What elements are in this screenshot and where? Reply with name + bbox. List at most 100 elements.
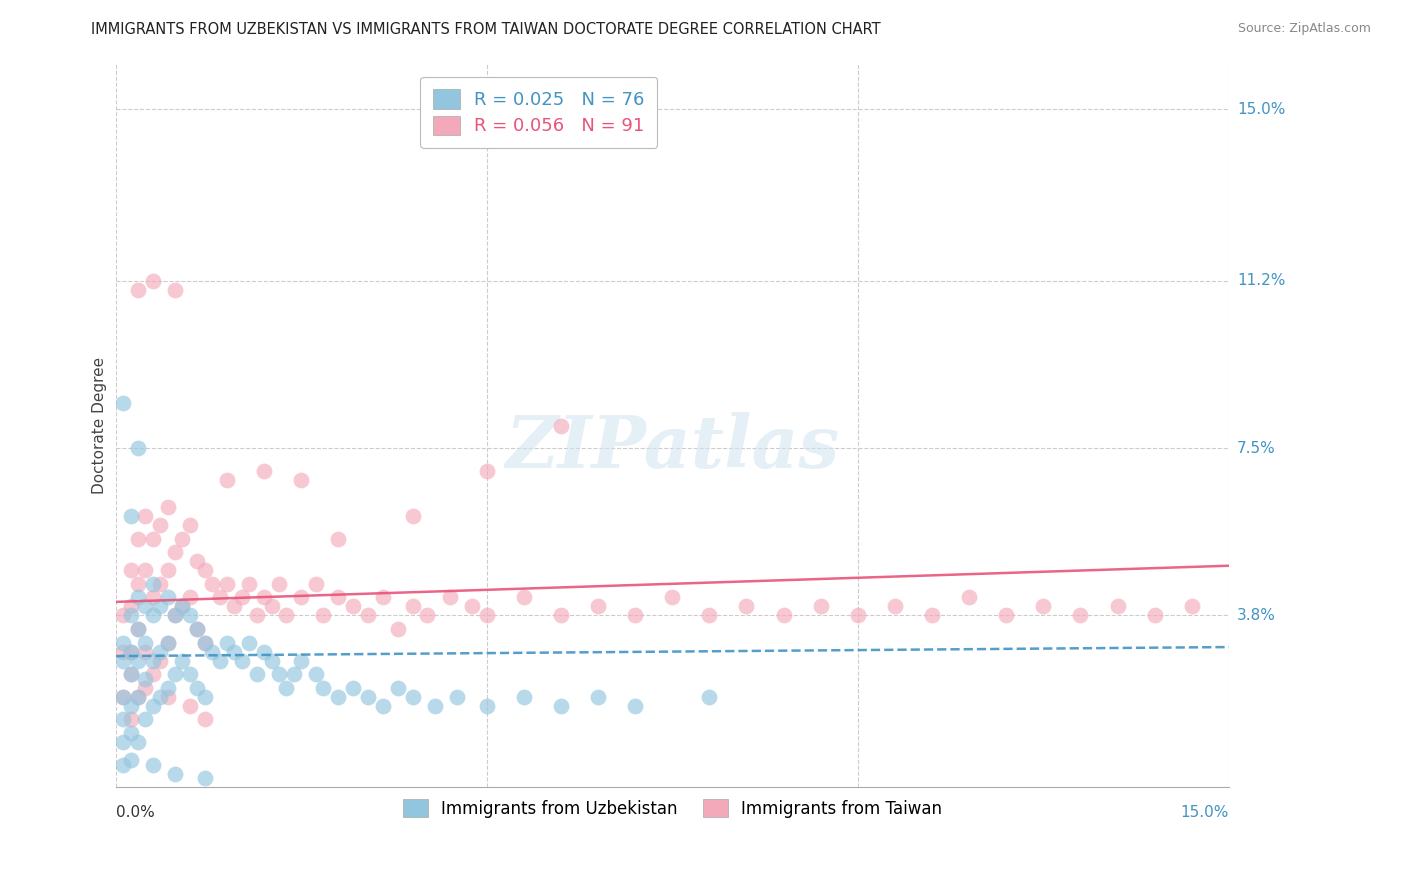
Immigrants from Taiwan	[735, 599, 758, 614]
Immigrants from Uzbekistan	[163, 766, 186, 780]
Immigrants from Uzbekistan	[312, 681, 335, 695]
Immigrants from Taiwan	[163, 283, 186, 297]
Immigrants from Uzbekistan	[120, 608, 142, 623]
Immigrants from Taiwan	[186, 622, 208, 636]
Immigrants from Uzbekistan	[120, 667, 142, 681]
Immigrants from Uzbekistan	[163, 667, 186, 681]
Immigrants from Taiwan	[142, 274, 165, 288]
Immigrants from Taiwan	[134, 681, 156, 695]
Immigrants from Uzbekistan	[186, 622, 208, 636]
Immigrants from Uzbekistan	[134, 712, 156, 726]
Immigrants from Taiwan	[149, 576, 172, 591]
Immigrants from Uzbekistan	[276, 681, 298, 695]
Immigrants from Taiwan	[1107, 599, 1129, 614]
Immigrants from Uzbekistan	[290, 654, 312, 668]
Immigrants from Taiwan	[156, 500, 179, 514]
Immigrants from Uzbekistan	[120, 644, 142, 658]
Immigrants from Taiwan	[149, 518, 172, 533]
Immigrants from Uzbekistan	[156, 681, 179, 695]
Immigrants from Taiwan	[231, 591, 253, 605]
Immigrants from Taiwan	[1069, 608, 1091, 623]
Immigrants from Uzbekistan	[224, 644, 246, 658]
Immigrants from Taiwan	[342, 599, 364, 614]
Immigrants from Uzbekistan	[231, 654, 253, 668]
Immigrants from Taiwan	[120, 712, 142, 726]
Immigrants from Taiwan	[921, 608, 943, 623]
Immigrants from Uzbekistan	[475, 698, 498, 713]
Immigrants from Uzbekistan	[699, 690, 721, 704]
Immigrants from Uzbekistan	[260, 654, 283, 668]
Immigrants from Uzbekistan	[112, 690, 135, 704]
Immigrants from Taiwan	[253, 464, 276, 478]
Immigrants from Uzbekistan	[120, 698, 142, 713]
Immigrants from Uzbekistan	[142, 698, 165, 713]
Immigrants from Uzbekistan	[112, 712, 135, 726]
Text: 0.0%: 0.0%	[115, 805, 155, 821]
Immigrants from Taiwan	[179, 698, 201, 713]
Immigrants from Taiwan	[550, 418, 572, 433]
Immigrants from Taiwan	[194, 635, 217, 649]
Immigrants from Taiwan	[401, 508, 423, 523]
Immigrants from Uzbekistan	[253, 644, 276, 658]
Immigrants from Uzbekistan	[342, 681, 364, 695]
Immigrants from Taiwan	[312, 608, 335, 623]
Immigrants from Taiwan	[328, 532, 350, 546]
Immigrants from Taiwan	[127, 622, 149, 636]
Y-axis label: Doctorate Degree: Doctorate Degree	[93, 357, 107, 494]
Immigrants from Taiwan	[127, 576, 149, 591]
Immigrants from Taiwan	[120, 599, 142, 614]
Immigrants from Uzbekistan	[149, 644, 172, 658]
Immigrants from Uzbekistan	[624, 698, 647, 713]
Text: 15.0%: 15.0%	[1181, 805, 1229, 821]
Text: IMMIGRANTS FROM UZBEKISTAN VS IMMIGRANTS FROM TAIWAN DOCTORATE DEGREE CORRELATIO: IMMIGRANTS FROM UZBEKISTAN VS IMMIGRANTS…	[91, 22, 882, 37]
Immigrants from Taiwan	[179, 518, 201, 533]
Immigrants from Taiwan	[846, 608, 869, 623]
Immigrants from Uzbekistan	[172, 654, 194, 668]
Immigrants from Uzbekistan	[328, 690, 350, 704]
Immigrants from Uzbekistan	[112, 396, 135, 410]
Text: 11.2%: 11.2%	[1237, 274, 1285, 288]
Legend: Immigrants from Uzbekistan, Immigrants from Taiwan: Immigrants from Uzbekistan, Immigrants f…	[394, 790, 950, 826]
Immigrants from Uzbekistan	[134, 599, 156, 614]
Immigrants from Taiwan	[305, 576, 328, 591]
Immigrants from Taiwan	[172, 532, 194, 546]
Immigrants from Taiwan	[134, 563, 156, 577]
Immigrants from Uzbekistan	[283, 667, 305, 681]
Immigrants from Uzbekistan	[513, 690, 536, 704]
Immigrants from Taiwan	[120, 563, 142, 577]
Immigrants from Taiwan	[127, 532, 149, 546]
Immigrants from Uzbekistan	[423, 698, 446, 713]
Text: 3.8%: 3.8%	[1237, 608, 1277, 623]
Immigrants from Uzbekistan	[238, 635, 260, 649]
Immigrants from Taiwan	[253, 591, 276, 605]
Immigrants from Taiwan	[120, 644, 142, 658]
Immigrants from Taiwan	[290, 473, 312, 487]
Immigrants from Taiwan	[142, 591, 165, 605]
Immigrants from Uzbekistan	[186, 681, 208, 695]
Text: ZIPatlas: ZIPatlas	[505, 412, 839, 483]
Immigrants from Taiwan	[112, 690, 135, 704]
Immigrants from Uzbekistan	[127, 622, 149, 636]
Immigrants from Taiwan	[1032, 599, 1054, 614]
Immigrants from Taiwan	[142, 532, 165, 546]
Immigrants from Uzbekistan	[149, 690, 172, 704]
Immigrants from Taiwan	[461, 599, 484, 614]
Immigrants from Taiwan	[401, 599, 423, 614]
Immigrants from Uzbekistan	[586, 690, 609, 704]
Immigrants from Uzbekistan	[208, 654, 231, 668]
Immigrants from Taiwan	[215, 576, 238, 591]
Immigrants from Taiwan	[699, 608, 721, 623]
Immigrants from Uzbekistan	[149, 599, 172, 614]
Immigrants from Taiwan	[149, 654, 172, 668]
Immigrants from Taiwan	[883, 599, 905, 614]
Text: Source: ZipAtlas.com: Source: ZipAtlas.com	[1237, 22, 1371, 36]
Immigrants from Uzbekistan	[112, 735, 135, 749]
Immigrants from Taiwan	[260, 599, 283, 614]
Immigrants from Taiwan	[1181, 599, 1204, 614]
Immigrants from Taiwan	[186, 554, 208, 568]
Immigrants from Taiwan	[194, 563, 217, 577]
Immigrants from Taiwan	[661, 591, 683, 605]
Immigrants from Taiwan	[156, 635, 179, 649]
Immigrants from Taiwan	[810, 599, 832, 614]
Immigrants from Taiwan	[156, 690, 179, 704]
